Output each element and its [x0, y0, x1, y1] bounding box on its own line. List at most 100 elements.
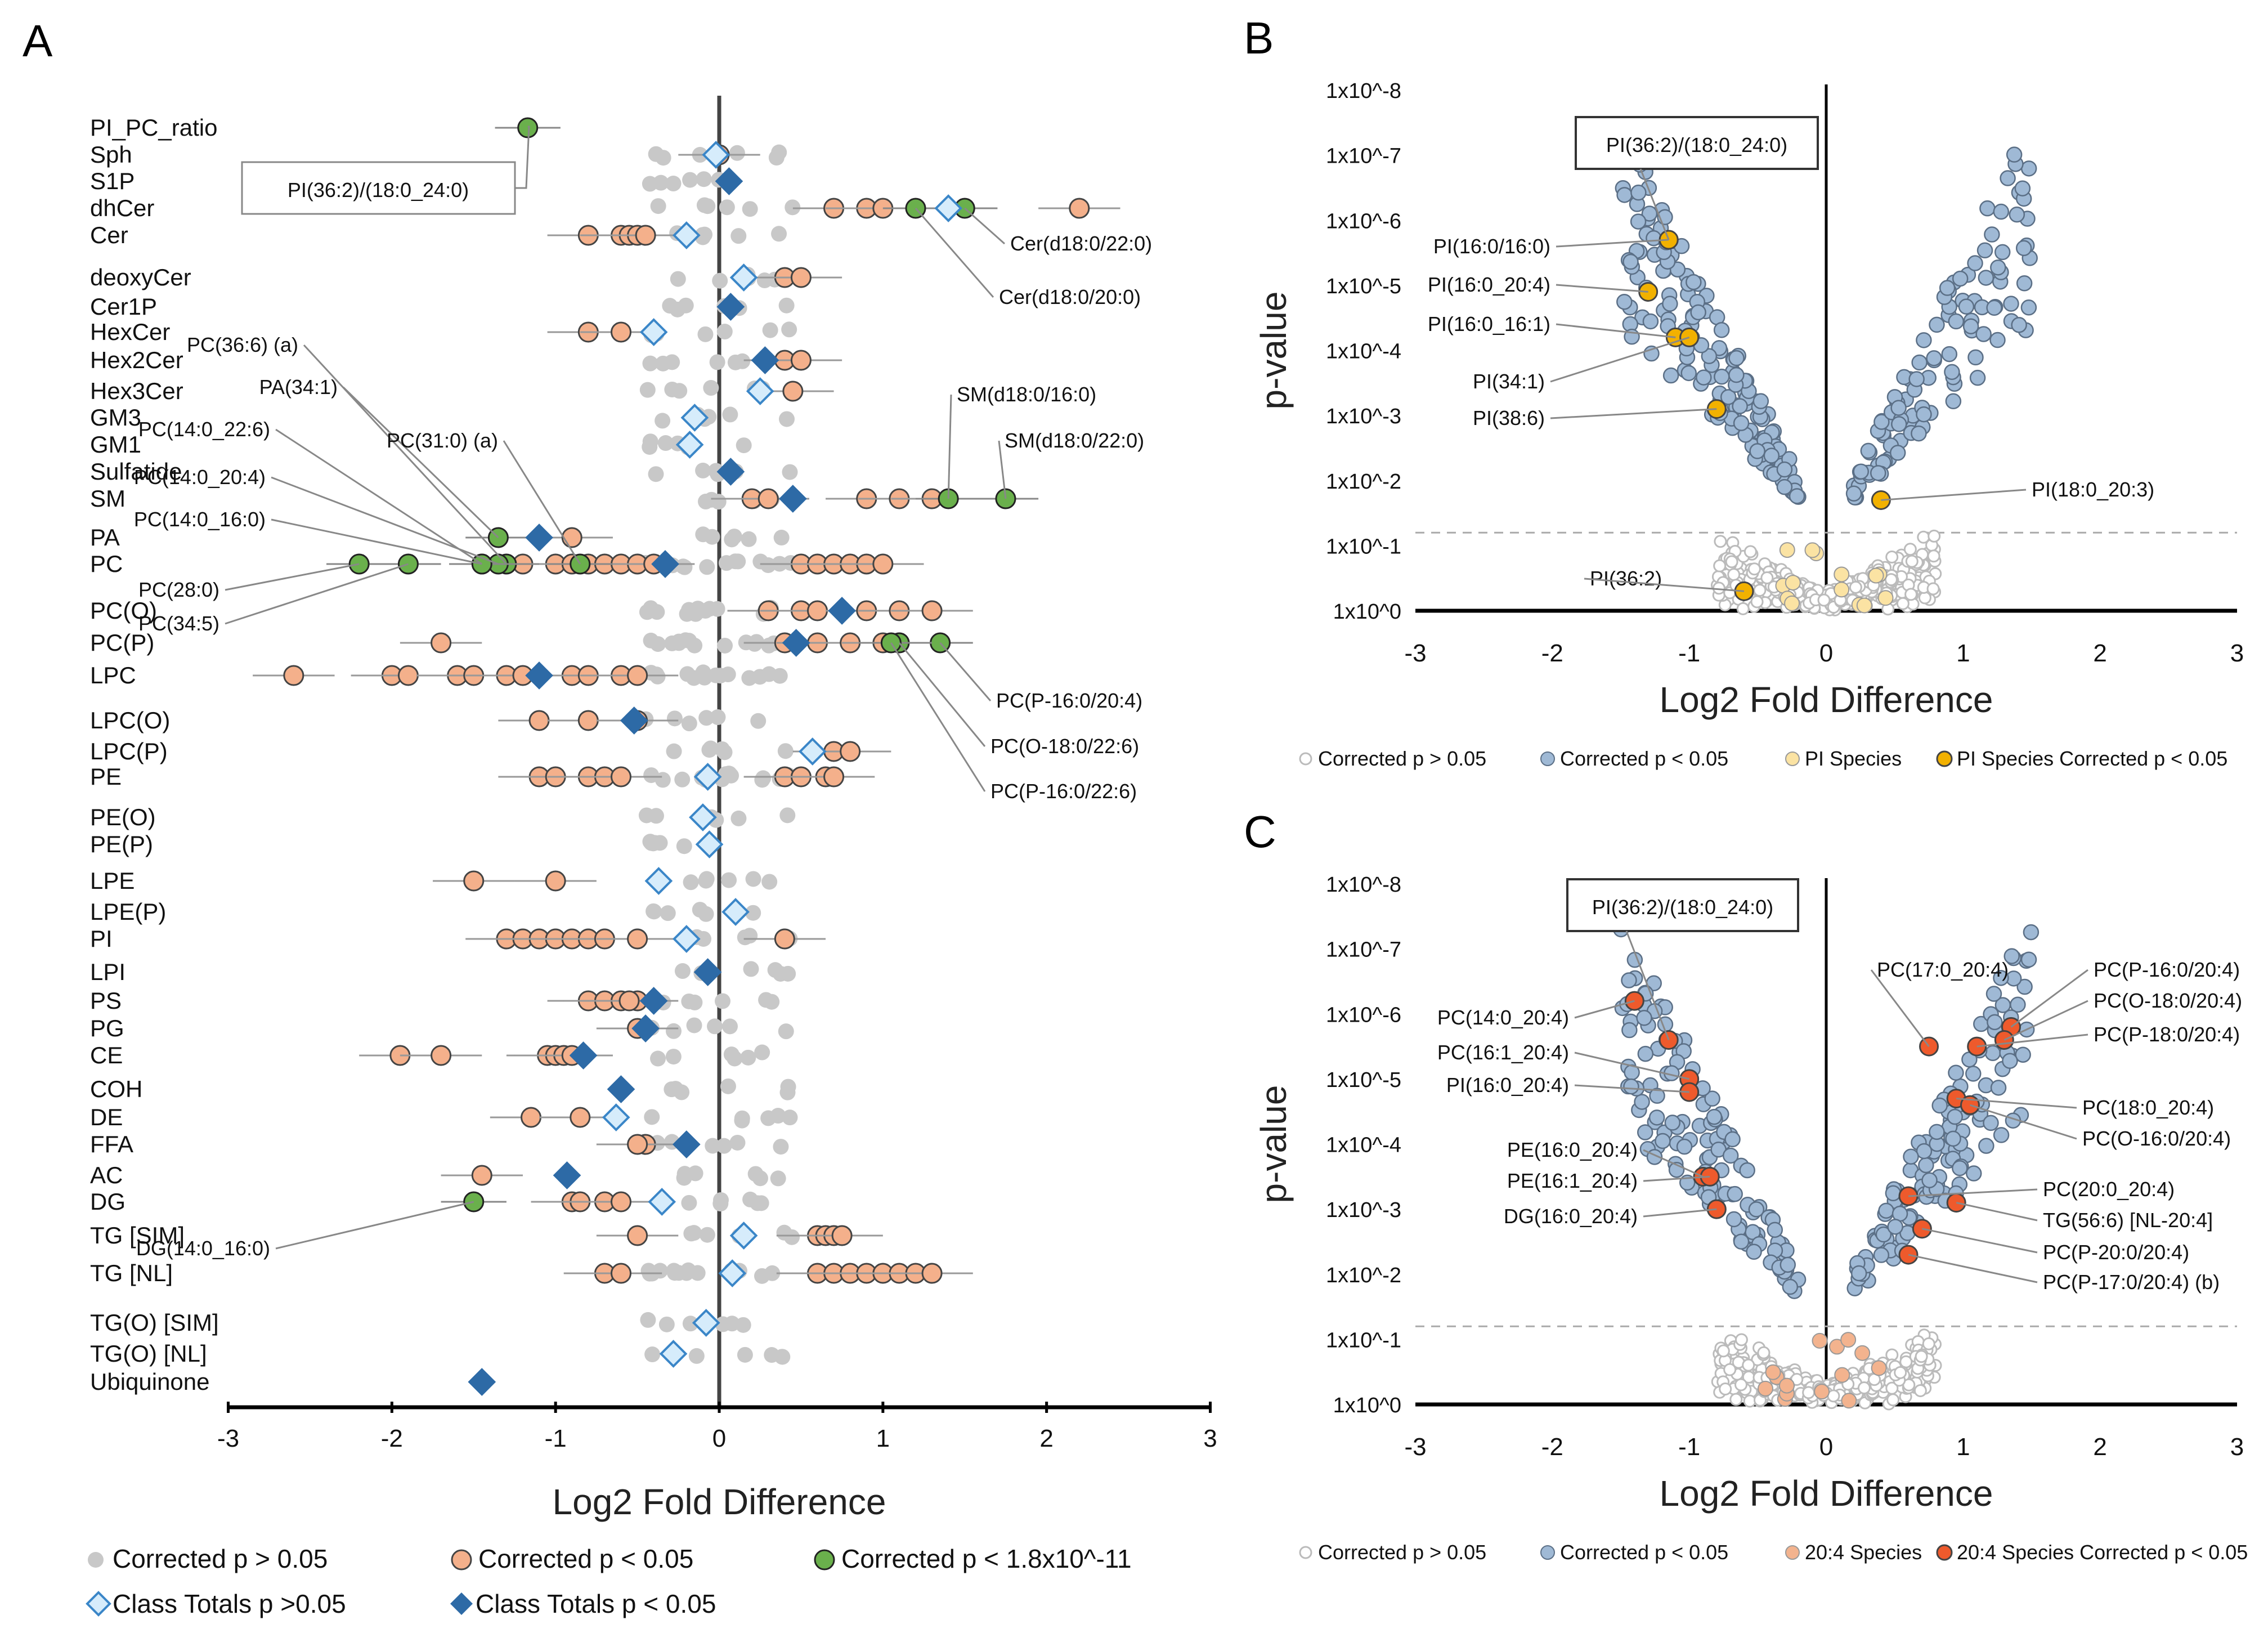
point-sig [1987, 1014, 2003, 1031]
x-tick-label: -3 [1404, 1433, 1426, 1461]
species-dot-ns [746, 636, 763, 652]
species-dot-ns [778, 297, 795, 314]
x-tick-label: 1 [876, 1425, 890, 1452]
species-dot-ns [754, 1044, 770, 1061]
leader-line [1574, 1084, 1689, 1093]
species-dot-ns [674, 771, 691, 788]
species-dot-ns [736, 437, 752, 454]
annotation-label: PE(16:0_20:4) [1507, 1138, 1638, 1161]
point-sig [1891, 416, 1907, 432]
species-dot-ns [781, 321, 797, 338]
species-dot-ns [665, 176, 682, 192]
point-sig [1713, 322, 1730, 338]
point-sig [1630, 213, 1647, 230]
point-sig [1962, 318, 1979, 334]
species-dot-sig [627, 928, 648, 950]
point-sig [1878, 1202, 1894, 1219]
annotation-label: PC(14:0_16:0) [134, 508, 266, 531]
species-dot-ns [666, 743, 682, 759]
species-dot-ns [745, 905, 761, 921]
class-total-diamond [673, 925, 701, 953]
species-dot-ns [764, 1265, 781, 1281]
class-label: PI [90, 925, 113, 952]
point-ns [1928, 529, 1941, 543]
point-sig [1727, 1185, 1743, 1202]
leader-line [1643, 1208, 1717, 1218]
species-dot-ns [642, 433, 658, 450]
point-species [1871, 1360, 1887, 1376]
point-sig [1749, 443, 1765, 459]
point-ns [1714, 535, 1727, 548]
y-tick-label: 1x10^-3 [1326, 1198, 1401, 1222]
point-species [1854, 1345, 1871, 1361]
point-ns [1884, 573, 1898, 587]
leader-line [342, 386, 499, 539]
point-sig [2011, 316, 2027, 333]
point-species [1856, 597, 1872, 614]
class-label: Hex2Cer [90, 347, 183, 373]
species-dot-ns [650, 1050, 666, 1067]
point-sig [1648, 1109, 1665, 1126]
x-tick-label: 0 [1819, 639, 1833, 667]
y-tick-label: 1x10^-8 [1326, 79, 1401, 103]
point-sig [1720, 389, 1737, 405]
point-sig [1686, 274, 1702, 290]
legend-marker [451, 1549, 472, 1571]
class-label: AC [90, 1162, 123, 1188]
point-sig [1944, 364, 1960, 381]
species-dot-ns [674, 963, 691, 979]
species-dot-sig [635, 225, 656, 246]
species-dot-ns [692, 902, 708, 918]
y-tick-label: 1x10^-1 [1326, 1328, 1401, 1352]
annotation-label: PC(P-16:0/20:4) [2094, 958, 2240, 981]
point-ns [1904, 588, 1918, 601]
species-dot-ns [681, 1194, 697, 1211]
point-sig [1994, 244, 2011, 261]
point-species [1829, 1339, 1845, 1355]
class-total-diamond [675, 431, 704, 459]
class-label: TG [NL] [90, 1260, 173, 1286]
species-dot-ns [730, 553, 746, 570]
annotation-label: PC(O-16:0/20:4) [2082, 1127, 2231, 1150]
species-dot-ns [741, 531, 757, 547]
species-dot-ns [702, 740, 719, 757]
class-total-diamond [620, 706, 648, 735]
class-label: Hex3Cer [90, 378, 183, 404]
point-ns [1736, 602, 1750, 615]
species-dot-sig [397, 665, 419, 686]
species-dot-ns [715, 1316, 731, 1332]
species-dot-sig [790, 267, 812, 288]
point-ns [1760, 571, 1774, 584]
species-dot-ns [657, 435, 674, 451]
point-sig [1746, 1243, 1762, 1260]
species-dot-ns [698, 871, 715, 887]
class-total-diamond [715, 167, 743, 195]
leader-line [503, 440, 581, 565]
legend-marker [814, 1549, 835, 1571]
species-dot-ns [750, 713, 767, 729]
point-sig [1704, 1090, 1720, 1107]
annotation-label: PC(P-17:0/20:4) (b) [2043, 1270, 2220, 1294]
species-dot-ns [670, 271, 686, 287]
species-dot-highly-sig [517, 117, 539, 138]
point-ns [1885, 550, 1899, 563]
species-dot-ns [695, 664, 711, 681]
class-label: S1P [90, 168, 135, 194]
species-dot-sig [840, 741, 861, 762]
point-species [1804, 542, 1821, 558]
annotation-label: PI(16:0_16:1) [1428, 312, 1550, 335]
class-total-diamond [695, 830, 724, 858]
class-total-diamond [607, 1075, 635, 1103]
leader-line [915, 208, 994, 298]
leader-line [303, 344, 508, 565]
y-tick-label: 1x10^-2 [1326, 470, 1401, 494]
class-label: TG(O) [SIM] [90, 1309, 219, 1336]
point-sig [1748, 1201, 1765, 1218]
point-ns [1713, 559, 1727, 572]
point-sig [1706, 1108, 1723, 1125]
point-sig [1860, 442, 1877, 459]
callout-label: PI(36:2)/(18:0_24:0) [1606, 133, 1787, 156]
point-sig [1664, 1115, 1681, 1131]
point-sig [1986, 299, 2002, 316]
y-tick-label: 1x10^0 [1333, 1394, 1401, 1417]
